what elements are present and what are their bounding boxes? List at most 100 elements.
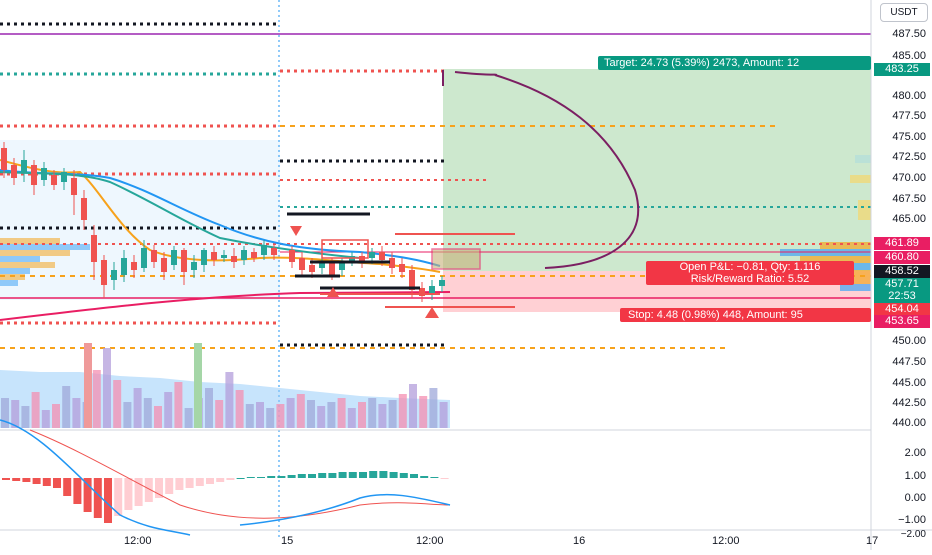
- volume-bar: [143, 398, 152, 428]
- candle-body: [161, 258, 167, 272]
- volume-bar: [307, 400, 315, 428]
- macd-bar: [348, 472, 357, 478]
- price-tick: 485.00: [892, 50, 926, 62]
- arrows: [290, 226, 439, 318]
- candle-body: [241, 250, 247, 260]
- candle-body: [329, 262, 335, 275]
- price-tick: 467.50: [892, 193, 926, 205]
- target-label[interactable]: Target: 24.73 (5.39%) 2473, Amount: 12: [598, 56, 871, 70]
- stop-label[interactable]: Stop: 4.48 (0.98%) 448, Amount: 95: [620, 308, 871, 322]
- volume-bar: [235, 390, 244, 428]
- macd-bar: [236, 478, 245, 479]
- macd-bar: [206, 478, 214, 484]
- candle-body: [121, 258, 127, 275]
- macd-bar: [22, 478, 31, 482]
- macd-bar: [308, 474, 316, 478]
- time-tick: 12:00: [124, 535, 152, 547]
- price-tick: 440.00: [892, 417, 926, 429]
- volume-bar: [133, 388, 142, 428]
- candle-body: [309, 265, 315, 272]
- macd-bar: [32, 478, 41, 484]
- horizontal-segments: [287, 212, 420, 290]
- macd-bar: [246, 477, 255, 478]
- price-tick: 442.50: [892, 397, 926, 409]
- volume-bar: [205, 388, 213, 428]
- volume-bar: [11, 400, 20, 428]
- volume-bar: [123, 402, 132, 428]
- price-tick: 445.00: [892, 377, 926, 389]
- volume-bar: [429, 388, 438, 428]
- candle-body: [181, 250, 187, 272]
- time-tick: 12:00: [416, 535, 444, 547]
- candle-body: [369, 252, 375, 258]
- macd-bar: [42, 478, 51, 486]
- macd-bar: [2, 478, 10, 480]
- macd-bar: [267, 476, 276, 478]
- macd-bar: [53, 478, 61, 488]
- price-tick: 472.50: [892, 151, 926, 163]
- macd-bar: [134, 478, 143, 506]
- candle-body: [131, 262, 137, 270]
- candle-body: [201, 250, 207, 265]
- macd-bar: [63, 478, 72, 496]
- macd-bar: [93, 478, 102, 518]
- macd-bar: [144, 478, 153, 502]
- macd-bar: [359, 472, 367, 478]
- candle-body: [1, 148, 7, 170]
- countdown-badge: 22:53: [874, 290, 930, 303]
- ma-long-line: [0, 291, 451, 321]
- candle-body: [349, 256, 355, 262]
- volume-bar: [327, 402, 336, 428]
- macd-signal: [29, 429, 451, 519]
- candle-body: [379, 252, 385, 260]
- candle-body: [171, 250, 177, 265]
- drawing-curve: [454, 71, 640, 269]
- candle-body: [289, 250, 295, 262]
- macd-bar: [165, 478, 174, 494]
- macd-bar: [277, 476, 286, 478]
- price-tick: 480.00: [892, 90, 926, 102]
- time-tick: 12:00: [712, 535, 740, 547]
- price-tick: 450.00: [892, 335, 926, 347]
- indicator-tick: 2.00: [904, 447, 926, 459]
- stop-price-badge: 454.04: [874, 303, 930, 316]
- volume-bar: [398, 394, 407, 428]
- level-price-badge: 461.89: [874, 237, 930, 250]
- volume-bar: [266, 408, 275, 428]
- macd-bar: [114, 478, 123, 516]
- volume-bar: [409, 384, 417, 428]
- volume-bar: [225, 372, 234, 428]
- entry-box: [431, 248, 481, 270]
- candle-body: [439, 280, 445, 286]
- volume-bar: [174, 382, 183, 428]
- volume-bar: [317, 406, 326, 428]
- ma-price-badge: 453.65: [874, 315, 930, 328]
- volume-bar: [439, 402, 448, 428]
- open-pnl-text: Open P&L: −0.81, Qty: 1.116: [679, 261, 821, 273]
- entry-price-badge: 458.52: [874, 265, 930, 278]
- volume-bar: [84, 343, 92, 428]
- volume-bar: [194, 343, 202, 428]
- candle-body: [251, 252, 257, 258]
- open-pnl-label[interactable]: Open P&L: −0.81, Qty: 1.116 Risk/Reward …: [646, 261, 854, 285]
- time-tick: 17: [866, 535, 879, 547]
- session-highlight: [0, 140, 280, 300]
- volume-bar: [347, 408, 356, 428]
- macd-bar: [379, 471, 388, 478]
- macd-bar: [104, 478, 112, 523]
- macd-bar: [338, 472, 347, 478]
- time-tick: 16: [573, 535, 586, 547]
- volume-bar: [296, 394, 305, 428]
- macd-bar: [195, 478, 204, 486]
- macd-bar: [226, 478, 235, 480]
- volume-bar: [92, 370, 101, 428]
- volume-bar: [419, 396, 428, 428]
- target-price-badge: 483.25: [874, 63, 930, 76]
- candles: [1, 142, 445, 302]
- candle-body: [81, 198, 87, 220]
- currency-selector[interactable]: USDT: [880, 3, 928, 22]
- volume-bar: [62, 386, 71, 428]
- candle-body: [419, 288, 425, 296]
- candle-body: [261, 245, 267, 255]
- indicator-tick: −2.00: [900, 529, 926, 540]
